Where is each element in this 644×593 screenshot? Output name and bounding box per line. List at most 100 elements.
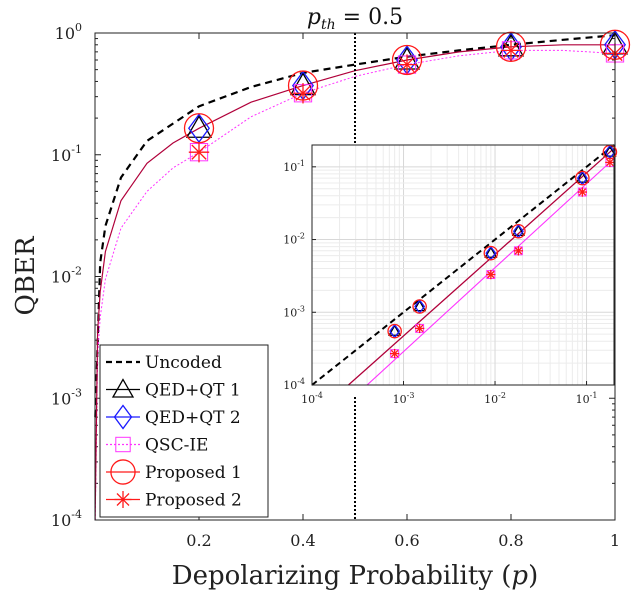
legend-marker-square	[115, 436, 131, 453]
y-tick-label-base: 10	[51, 268, 71, 287]
inset-marker-circle	[412, 299, 427, 314]
inset-marker-layer	[387, 144, 618, 359]
y-tick-label-exp: -1	[71, 143, 82, 156]
inset-y-tick-label-exp: -1	[297, 159, 305, 168]
inset-y-tick-label-base: 10	[283, 234, 297, 247]
inset-y-tick-label-exp: -3	[297, 304, 305, 313]
legend-label-4: QSC-IE	[145, 436, 208, 456]
inset-background	[312, 145, 614, 395]
y-tick-label-base: 10	[51, 511, 71, 530]
main-marker-asterisk-stroke	[295, 85, 311, 101]
inset-y-tick-label-exp: -2	[297, 232, 305, 241]
y-tick-label-base: 10	[51, 389, 71, 408]
legend-box	[99, 344, 269, 518]
inset-x-tick-label-base: 10	[393, 393, 407, 406]
y-tick-label-base: 10	[55, 24, 75, 43]
inset-x-tick-label: 10-2	[484, 391, 506, 406]
x-tick-label: 0.2	[186, 531, 211, 550]
inset-x-tick-label-exp: -3	[407, 391, 415, 400]
inset-marker-triangle	[484, 246, 498, 258]
main-marker-asterisk	[396, 54, 418, 75]
x-tick-label: 0.4	[290, 531, 315, 550]
inset-marker-asterisk-stroke	[390, 349, 399, 358]
inset-y-tick-label-base: 10	[283, 379, 297, 392]
inset-proposed-curve	[347, 147, 615, 386]
inset-y-tick-label: 10-3	[283, 304, 305, 319]
legend-marker-triangle	[111, 378, 135, 398]
title-sub: th	[321, 17, 336, 33]
legend-label-5: Proposed 1	[145, 463, 242, 483]
inset-marker-asterisk-stroke	[578, 188, 587, 196]
y-tick-label: 10-2	[51, 265, 82, 287]
inset-x-tick-label: 10-3	[393, 391, 415, 406]
main-marker-asterisk-stroke	[191, 144, 207, 160]
main-marker-asterisk	[500, 40, 522, 61]
x-axis-title-text: Depolarizing Probability (	[172, 561, 512, 591]
x-axis-title: Depolarizing Probability (p)	[172, 561, 538, 591]
inset-frame	[311, 144, 615, 386]
inset-x-tick-label-base: 10	[484, 393, 498, 406]
main-marker-asterisk	[188, 141, 210, 163]
x-tick-label: 0.6	[394, 531, 419, 550]
title-var: p	[307, 5, 321, 30]
main-marker-asterisk-stroke	[503, 42, 519, 59]
inset-y-tick-label: 10-2	[283, 232, 305, 247]
inset-y-tick-label-base: 10	[283, 161, 297, 174]
inset-marker-asterisk	[486, 269, 496, 280]
legend-marker-circle	[110, 459, 136, 485]
y-tick-label: 10-1	[51, 143, 82, 165]
inset-marker-circle	[575, 170, 590, 186]
inset-marker-asterisk	[389, 348, 400, 359]
x-axis-title-end: )	[528, 561, 538, 591]
inset-grid	[311, 145, 614, 386]
x-axis-title-var: p	[511, 561, 528, 591]
inset-marker-asterisk-stroke	[606, 158, 614, 167]
y-tick-label: 100	[55, 21, 82, 43]
inset-marker-asterisk	[605, 157, 615, 168]
inset-uncoded-curve	[311, 144, 615, 386]
main-marker-asterisk-stroke	[399, 56, 415, 73]
proposed-curve	[94, 44, 615, 521]
legend-label-2: QED+QT 1	[145, 381, 241, 401]
inset-marker-triangle	[511, 224, 526, 237]
inset-y-tick-label: 10-1	[283, 159, 305, 174]
inset-y-tick-label-base: 10	[283, 306, 297, 319]
main-marker-asterisk	[292, 83, 314, 104]
x-tick-label: 1	[610, 531, 620, 550]
inset-marker-asterisk-stroke	[514, 247, 523, 255]
main-marker-triangle	[185, 114, 213, 138]
legend-marker-diamond	[113, 404, 133, 430]
legend: Uncoded QED+QT 1 QED+QT 2 QSC-IE Proposed 1 P…	[99, 344, 269, 518]
inset-marker-circle	[387, 323, 402, 339]
legend-label-6: Proposed 2	[145, 491, 242, 511]
inset-y-tick-label: 10-4	[283, 377, 305, 392]
inset-marker-circle	[483, 245, 499, 261]
inset-marker-asterisk	[577, 187, 588, 197]
inset-marker-asterisk-stroke	[415, 324, 424, 333]
inset-marker-asterisk	[414, 323, 425, 334]
y-tick-label: 10-3	[51, 386, 82, 408]
inset-x-tick-label-base: 10	[576, 393, 590, 406]
inset-marker-asterisk-stroke	[487, 270, 495, 279]
main-marker-circle	[495, 31, 527, 62]
inset-x-tick-label-exp: -2	[498, 391, 506, 400]
main-marker-layer	[183, 29, 631, 163]
y-axis-title: QBER	[11, 235, 41, 315]
legend-label-3: QED+QT 2	[145, 408, 241, 428]
inset-marker-circle	[511, 223, 526, 239]
inset-y-tick-label-exp: -4	[297, 377, 305, 386]
y-tick-label: 10-4	[51, 508, 82, 530]
qscie-curve	[94, 49, 616, 521]
y-tick-label-base: 10	[51, 146, 71, 165]
inset-marker-asterisk	[513, 246, 524, 256]
inset-marker-triangle	[413, 299, 427, 312]
plot-title: pth = 0.5	[307, 5, 403, 33]
y-tick-label-exp: -2	[71, 265, 82, 278]
y-tick-label-exp: 0	[75, 21, 82, 34]
legend-marker-asterisk-stroke	[116, 493, 130, 506]
inset-x-tick-label-base: 10	[301, 393, 315, 406]
x-tick-label: 0.8	[498, 531, 523, 550]
title-rest: = 0.5	[336, 5, 403, 30]
